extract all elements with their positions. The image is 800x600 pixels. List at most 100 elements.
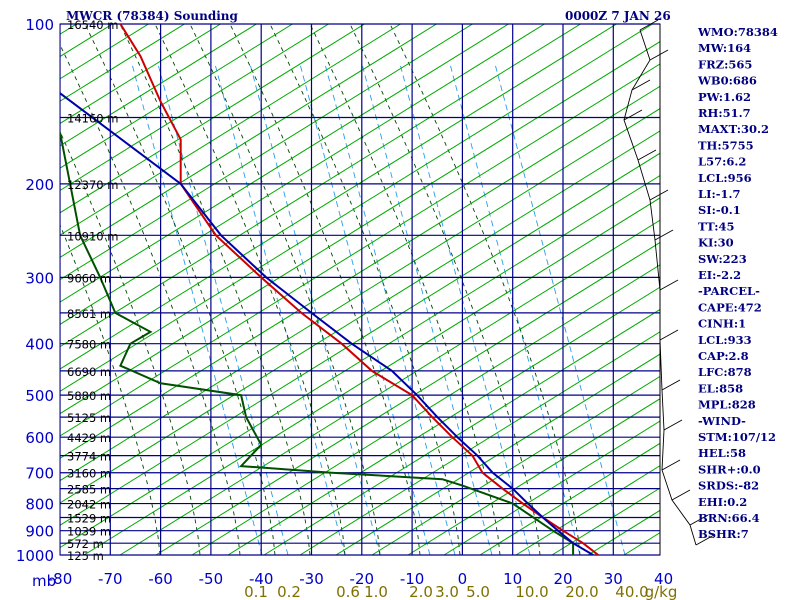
pressure-tick-label: 900 xyxy=(25,523,54,541)
dry-adiabat xyxy=(60,85,660,459)
mixing-ratio-label: 20.0 xyxy=(565,583,598,600)
chart-time: 0000Z 7 JAN 26 xyxy=(565,9,671,23)
temperature-tick-label: -50 xyxy=(199,570,224,588)
height-label: 3774 m xyxy=(67,450,111,464)
temperature-tick-label: -30 xyxy=(299,570,324,588)
mixing-ratio-labels: 0.1 0.2 0.6 1.0 2.0 3.0 5.0 10.0 20.0 40.0g/kg xyxy=(244,583,677,600)
index-line: CAPE:472 xyxy=(698,300,762,314)
dry-adiabat xyxy=(60,24,258,147)
index-line: SI:-0.1 xyxy=(698,203,741,217)
dry-adiabat xyxy=(60,24,366,214)
index-line: SW:223 xyxy=(698,252,747,266)
wind-barb xyxy=(689,514,709,526)
wind-barb xyxy=(631,79,651,91)
height-label: 1039 m xyxy=(67,525,111,539)
dry-adiabat xyxy=(60,63,660,437)
wind-barb xyxy=(695,534,715,546)
temperature-tick-label: -40 xyxy=(249,570,274,588)
index-line: LCL:956 xyxy=(698,171,752,185)
index-line: KI:30 xyxy=(698,236,734,250)
dry-adiabat xyxy=(60,130,660,504)
index-line: LCL:933 xyxy=(698,333,752,347)
temperature-tick-label: -60 xyxy=(148,570,173,588)
index-line: CINH:1 xyxy=(698,317,746,331)
pressure-unit-label: mb xyxy=(32,572,56,590)
temperature-tick-label: -10 xyxy=(400,570,425,588)
wind-barb xyxy=(661,379,681,391)
index-line: HEL:58 xyxy=(698,446,746,460)
dry-adiabat xyxy=(60,41,660,415)
index-line: EI:-2.2 xyxy=(698,268,741,282)
temperature-tick-label: -80 xyxy=(48,570,73,588)
dry-adiabat xyxy=(83,197,660,555)
index-line: MW:164 xyxy=(698,41,751,55)
height-label: 9660 m xyxy=(67,271,111,285)
temperature-tick-label: 10 xyxy=(503,570,522,588)
height-label: 2042 m xyxy=(67,498,111,512)
mixing-ratio-label: 0.6 xyxy=(336,583,360,600)
index-line: WB0:686 xyxy=(697,74,757,88)
wind-barb xyxy=(659,279,679,291)
moist-adiabat xyxy=(60,130,201,555)
dry-adiabat xyxy=(60,24,654,392)
height-label: 10910 m xyxy=(67,229,118,243)
pressure-tick-label: 300 xyxy=(25,269,54,287)
index-line: LFC:878 xyxy=(698,365,752,379)
index-line: TT:45 xyxy=(698,219,735,233)
index-line: LI:-1.7 xyxy=(698,187,741,201)
pressure-tick-label: 500 xyxy=(25,387,54,405)
temperature-tick-label: 20 xyxy=(553,570,572,588)
height-label: 6690 m xyxy=(67,365,111,379)
dry-adiabat xyxy=(60,24,294,169)
index-line: PW:1.62 xyxy=(698,90,751,104)
moist-adiabat xyxy=(189,24,381,555)
wind-barb-column xyxy=(623,19,715,555)
dry-adiabat xyxy=(119,219,660,555)
wind-barb xyxy=(659,329,679,341)
dry-adiabat xyxy=(191,264,660,555)
height-labels: 16540 m 14160 m 12370 m 10910 m 9660 m 8561 m… xyxy=(67,18,118,563)
parcel-line xyxy=(60,92,594,555)
mixing-ratio-label: 2.0 xyxy=(409,583,433,600)
wind-barb xyxy=(649,49,669,61)
dry-adiabat xyxy=(60,24,438,258)
pressure-tick-label: 600 xyxy=(25,429,54,447)
pressure-tick-label: 800 xyxy=(25,496,54,514)
index-line: SHR+:0.0 xyxy=(698,462,761,476)
mixing-ratio-label: 5.0 xyxy=(466,583,490,600)
dry-adiabat xyxy=(60,24,474,281)
index-line: BRN:66.4 xyxy=(698,511,760,525)
index-line: FRZ:565 xyxy=(698,57,752,71)
isotherm-lines xyxy=(60,24,614,555)
height-label: 16540 m xyxy=(67,18,118,32)
height-label: 7580 m xyxy=(67,338,111,352)
dry-adiabat xyxy=(60,24,402,236)
index-line: -PARCEL- xyxy=(698,284,760,298)
moist-adiabat xyxy=(349,24,541,555)
pressure-tick-label: 200 xyxy=(25,176,54,194)
temperature-tick-label: 0 xyxy=(458,570,468,588)
dry-adiabat xyxy=(60,24,582,348)
dewpoint-line xyxy=(60,132,575,555)
dry-adiabat xyxy=(155,241,660,555)
temperature-line xyxy=(119,24,599,555)
index-line: EL:858 xyxy=(698,381,743,395)
height-label: 572 m xyxy=(67,537,104,551)
wind-barb xyxy=(623,109,643,121)
pressure-tick-labels: 100 200 300 400 500 600 700 800 900 1000 xyxy=(16,16,54,565)
index-line: CAP:2.8 xyxy=(698,349,749,363)
mixing-ratio-label: 40.0 xyxy=(615,583,648,600)
temperature-tick-label: -20 xyxy=(350,570,375,588)
wind-barb xyxy=(637,149,657,161)
dry-adiabat xyxy=(60,108,660,482)
index-line: RH:51.7 xyxy=(698,106,751,120)
wind-barb xyxy=(654,229,674,241)
height-label: 2585 m xyxy=(67,483,111,497)
height-label: 5880 m xyxy=(67,389,111,403)
dry-adiabat xyxy=(60,174,660,549)
height-label: 1529 m xyxy=(67,512,111,526)
index-line: TH:5755 xyxy=(698,138,754,152)
mixing-ratio-label: 1.0 xyxy=(364,583,388,600)
temperature-tick-label: 40 xyxy=(654,570,673,588)
